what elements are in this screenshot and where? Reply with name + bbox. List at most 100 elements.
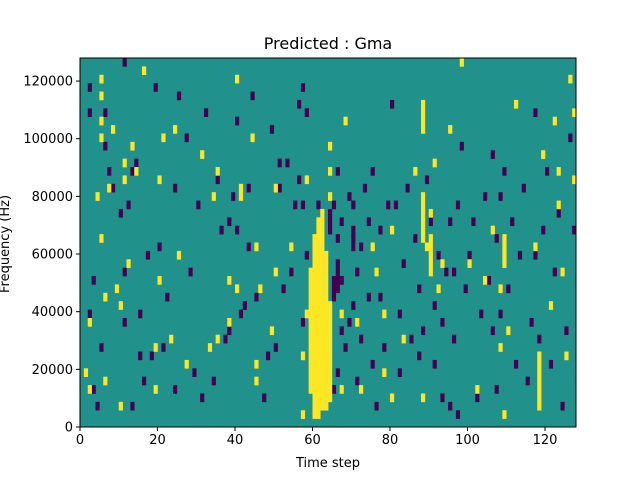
heatmap-cell-high <box>153 343 158 352</box>
heatmap-cell-high <box>370 242 375 252</box>
heatmap-cell-low <box>227 326 232 336</box>
heatmap-cell-low <box>235 116 240 126</box>
heatmap-cell-low <box>362 183 368 193</box>
heatmap-cell-high <box>258 284 263 294</box>
heatmap-cell-high <box>238 192 244 201</box>
heatmap-cell-high <box>498 284 503 294</box>
heatmap-cell-high <box>564 351 569 361</box>
heatmap-cell-low <box>331 200 337 210</box>
heatmap-cell-low <box>529 317 534 327</box>
heatmap-cell-low <box>548 359 554 369</box>
heatmap-cell-high <box>211 192 216 201</box>
y-tick-label: 80000 <box>32 190 73 205</box>
heatmap-cell-low <box>421 326 426 336</box>
heatmap-cell-high <box>568 74 573 84</box>
heatmap-cell-low <box>359 242 364 252</box>
heatmap-cell-low <box>525 376 530 386</box>
heatmap-cell-high <box>107 183 112 193</box>
heatmap-cell-low <box>335 284 340 294</box>
y-tick-label: 60000 <box>32 248 73 263</box>
heatmap-cell-high <box>161 133 166 143</box>
heatmap-cell-low <box>328 208 333 235</box>
heatmap-cell-high <box>560 267 565 277</box>
heatmap-cell-high <box>339 309 344 319</box>
heatmap-cell-low <box>200 393 205 403</box>
heatmap-cell-high <box>87 385 92 394</box>
heatmap-cell-high <box>300 410 306 419</box>
heatmap-cell-low <box>366 292 371 302</box>
heatmap-cell-low <box>517 250 523 260</box>
heatmap-cell-low <box>510 217 515 227</box>
heatmap-cell-high <box>130 141 135 151</box>
heatmap-cell-low <box>99 343 104 352</box>
heatmap-cell-high <box>424 242 430 252</box>
heatmap-cell-low <box>351 225 356 252</box>
heatmap-cell-low <box>455 200 461 210</box>
heatmap-cell-low <box>347 317 352 327</box>
heatmap-cell-low <box>494 234 499 243</box>
heatmap-cell-low <box>343 343 348 352</box>
heatmap-cell-high <box>304 175 309 185</box>
heatmap-cell-low <box>297 99 302 109</box>
heatmap-cell-low <box>157 242 162 252</box>
heatmap-cell-high <box>552 116 557 126</box>
heatmap-cell-low <box>486 276 492 285</box>
heatmap-cell-low <box>87 83 92 92</box>
heatmap-cell-high <box>343 116 348 126</box>
heatmap-cell-high <box>173 125 178 134</box>
heatmap-cell-high <box>556 167 561 176</box>
x-axis-label: Time step <box>295 456 360 471</box>
heatmap-cell-high <box>514 99 519 109</box>
plot-frame <box>79 57 577 428</box>
heatmap-cell-low <box>351 200 356 210</box>
heatmap-cell-high <box>382 368 387 377</box>
heatmap-cell-high <box>103 292 108 302</box>
heatmap-cell-high <box>227 276 232 285</box>
heatmap-cell-high <box>238 183 244 193</box>
heatmap-cell-high <box>300 351 306 361</box>
heatmap-cell-low <box>297 175 302 185</box>
heatmap-cell-low <box>262 393 267 403</box>
heatmap-cell-low <box>378 225 383 235</box>
heatmap-cell-high <box>316 217 321 419</box>
heatmap-cell-low <box>111 183 116 193</box>
heatmap-cell-low <box>138 309 143 319</box>
heatmap-cell-low <box>173 183 178 193</box>
heatmap-cell-low <box>479 309 484 319</box>
heatmap-cell-high <box>227 317 232 327</box>
heatmap-cell-low <box>556 208 561 218</box>
heatmap-cell-low <box>401 259 406 268</box>
heatmap-cell-high <box>502 410 507 419</box>
heatmap-cell-low <box>293 200 298 210</box>
y-tick-label: 0 <box>65 421 73 436</box>
heatmap-cell-low <box>359 334 364 344</box>
heatmap-cell-low <box>87 108 92 118</box>
heatmap-cell-high <box>254 359 259 369</box>
heatmap-cell-low <box>103 141 108 151</box>
heatmap-cell-low <box>475 393 480 403</box>
heatmap-cell-low <box>366 217 371 227</box>
heatmap-cell-low <box>335 259 340 285</box>
heatmap-cell-low <box>142 376 147 386</box>
heatmap-cell-low <box>393 200 399 210</box>
heatmap-cell-low <box>273 343 278 352</box>
heatmap-cell-low <box>130 167 135 176</box>
heatmap-cell-low <box>452 334 457 344</box>
heatmap-cell-high <box>432 158 437 168</box>
heatmap-cell-low <box>483 192 488 201</box>
x-tick-label: 20 <box>149 433 166 448</box>
heatmap-cell-high <box>269 326 275 336</box>
heatmap-cell-high <box>99 91 104 101</box>
heatmap-cell-low <box>440 317 445 327</box>
heatmap-cell-low <box>300 317 306 327</box>
heatmap-cell-high <box>200 150 205 159</box>
heatmap-cell-high <box>118 301 123 310</box>
heatmap-cell-low <box>277 183 282 193</box>
heatmap-cell-high <box>308 343 313 394</box>
heatmap-cell-low <box>107 167 112 176</box>
plot-area <box>79 57 577 428</box>
heatmap-cell-low <box>134 158 139 168</box>
heatmap-cell-high <box>153 385 158 394</box>
heatmap-cell-low <box>572 225 577 235</box>
heatmap-cell-low <box>471 217 476 227</box>
